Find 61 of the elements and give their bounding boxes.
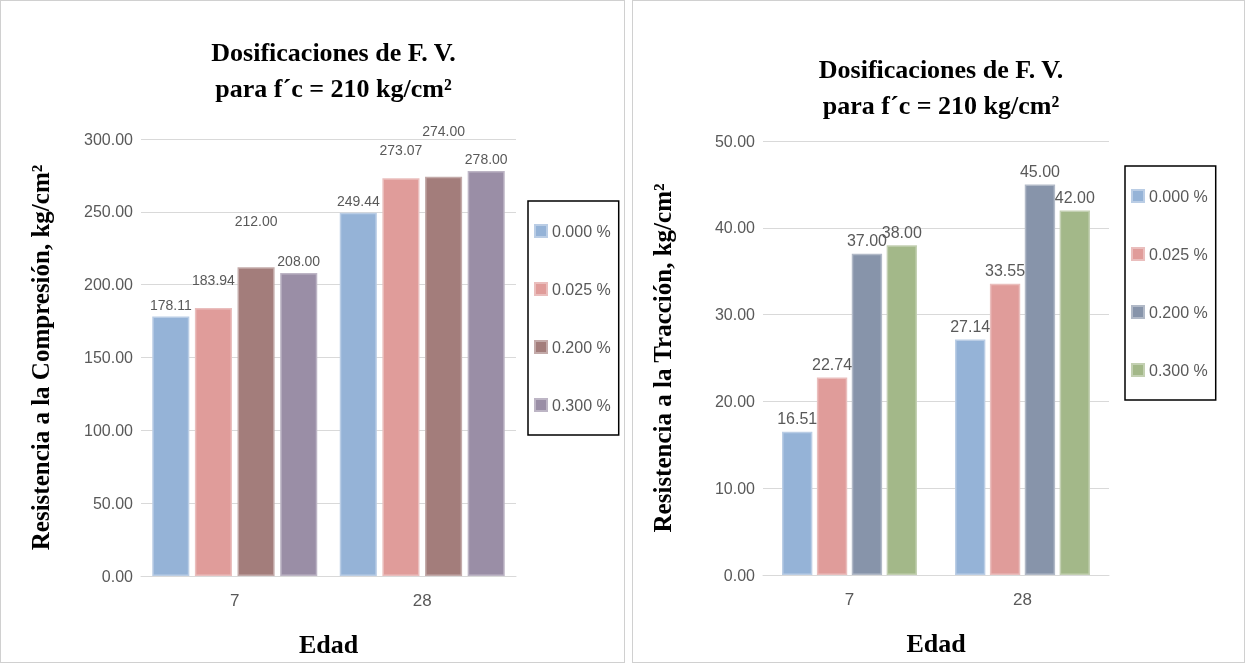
y-tick-label: 20.00 — [714, 392, 756, 410]
data-label: 249.44 — [336, 192, 380, 209]
y-tick-label: 10.00 — [714, 479, 756, 497]
legend-label: 0.000 % — [1149, 187, 1208, 205]
data-label: 183.94 — [192, 272, 236, 289]
y-tick-label: 250.00 — [84, 203, 134, 221]
chart-title: Dosificaciones de F. V. para f´c = 210 kg/cm² — [211, 37, 456, 103]
legend-label: 0.300 % — [1149, 361, 1208, 379]
bar — [782, 431, 813, 575]
bar — [382, 178, 420, 576]
legend-label: 0.200 % — [552, 338, 611, 356]
y-tick-label: 300.00 — [84, 130, 134, 148]
y-tick-label: 100.00 — [84, 421, 134, 439]
data-label: 274.00 — [422, 122, 466, 139]
bar — [816, 377, 848, 575]
bar — [339, 212, 377, 576]
y-tick-label: 50.00 — [714, 132, 756, 150]
data-label: 278.00 — [464, 151, 508, 168]
y-tick-label: 50.00 — [92, 494, 134, 512]
y-axis-title: Resistencia a la Compresión, kg/cm² — [27, 164, 54, 551]
y-tick-label: 40.00 — [714, 219, 756, 237]
data-label: 45.00 — [1019, 162, 1061, 180]
data-label: 42.00 — [1054, 188, 1095, 206]
bar — [955, 339, 986, 575]
x-tick-label: 28 — [1013, 590, 1032, 609]
legend-label: 0.300 % — [552, 396, 611, 414]
y-axis-title: Resistencia a la Tracción, kg/cm² — [649, 183, 676, 533]
legend-label: 0.200 % — [1149, 303, 1208, 321]
data-label: 208.00 — [277, 253, 321, 270]
data-label: 33.55 — [985, 262, 1026, 280]
x-axis-title: Edad — [298, 629, 359, 659]
y-tick-label: 150.00 — [84, 349, 134, 366]
x-tick-label: 28 — [412, 591, 432, 610]
bar — [425, 176, 463, 576]
y-tick-label: 0.00 — [101, 567, 134, 585]
bar — [467, 171, 505, 576]
bar — [1024, 184, 1056, 575]
chart-title: Dosificaciones de F. V. para f´c = 210 kg/cm² — [818, 54, 1064, 120]
data-label: 22.74 — [812, 356, 853, 374]
bar — [152, 316, 190, 576]
data-label: 212.00 — [234, 213, 278, 230]
x-axis-title: Edad — [906, 628, 967, 658]
bar — [886, 245, 917, 575]
data-label: 16.51 — [777, 410, 818, 428]
bar — [851, 253, 883, 575]
legend-label: 0.025 % — [1149, 245, 1208, 263]
bar — [280, 273, 318, 576]
x-tick-label: 7 — [230, 591, 240, 610]
data-label: 273.07 — [379, 142, 423, 159]
legend-label: 0.025 % — [552, 280, 611, 298]
data-label: 27.14 — [950, 317, 991, 335]
y-tick-label: 200.00 — [84, 276, 134, 294]
bar — [194, 308, 232, 576]
y-tick-label: 30.00 — [714, 306, 756, 324]
data-label: 178.11 — [149, 296, 192, 313]
legend-label: 0.000 % — [552, 222, 611, 240]
bar — [237, 267, 275, 576]
y-tick-label: 0.00 — [723, 566, 756, 584]
bar — [989, 283, 1021, 575]
bar — [1059, 210, 1090, 575]
x-tick-label: 7 — [844, 590, 855, 609]
